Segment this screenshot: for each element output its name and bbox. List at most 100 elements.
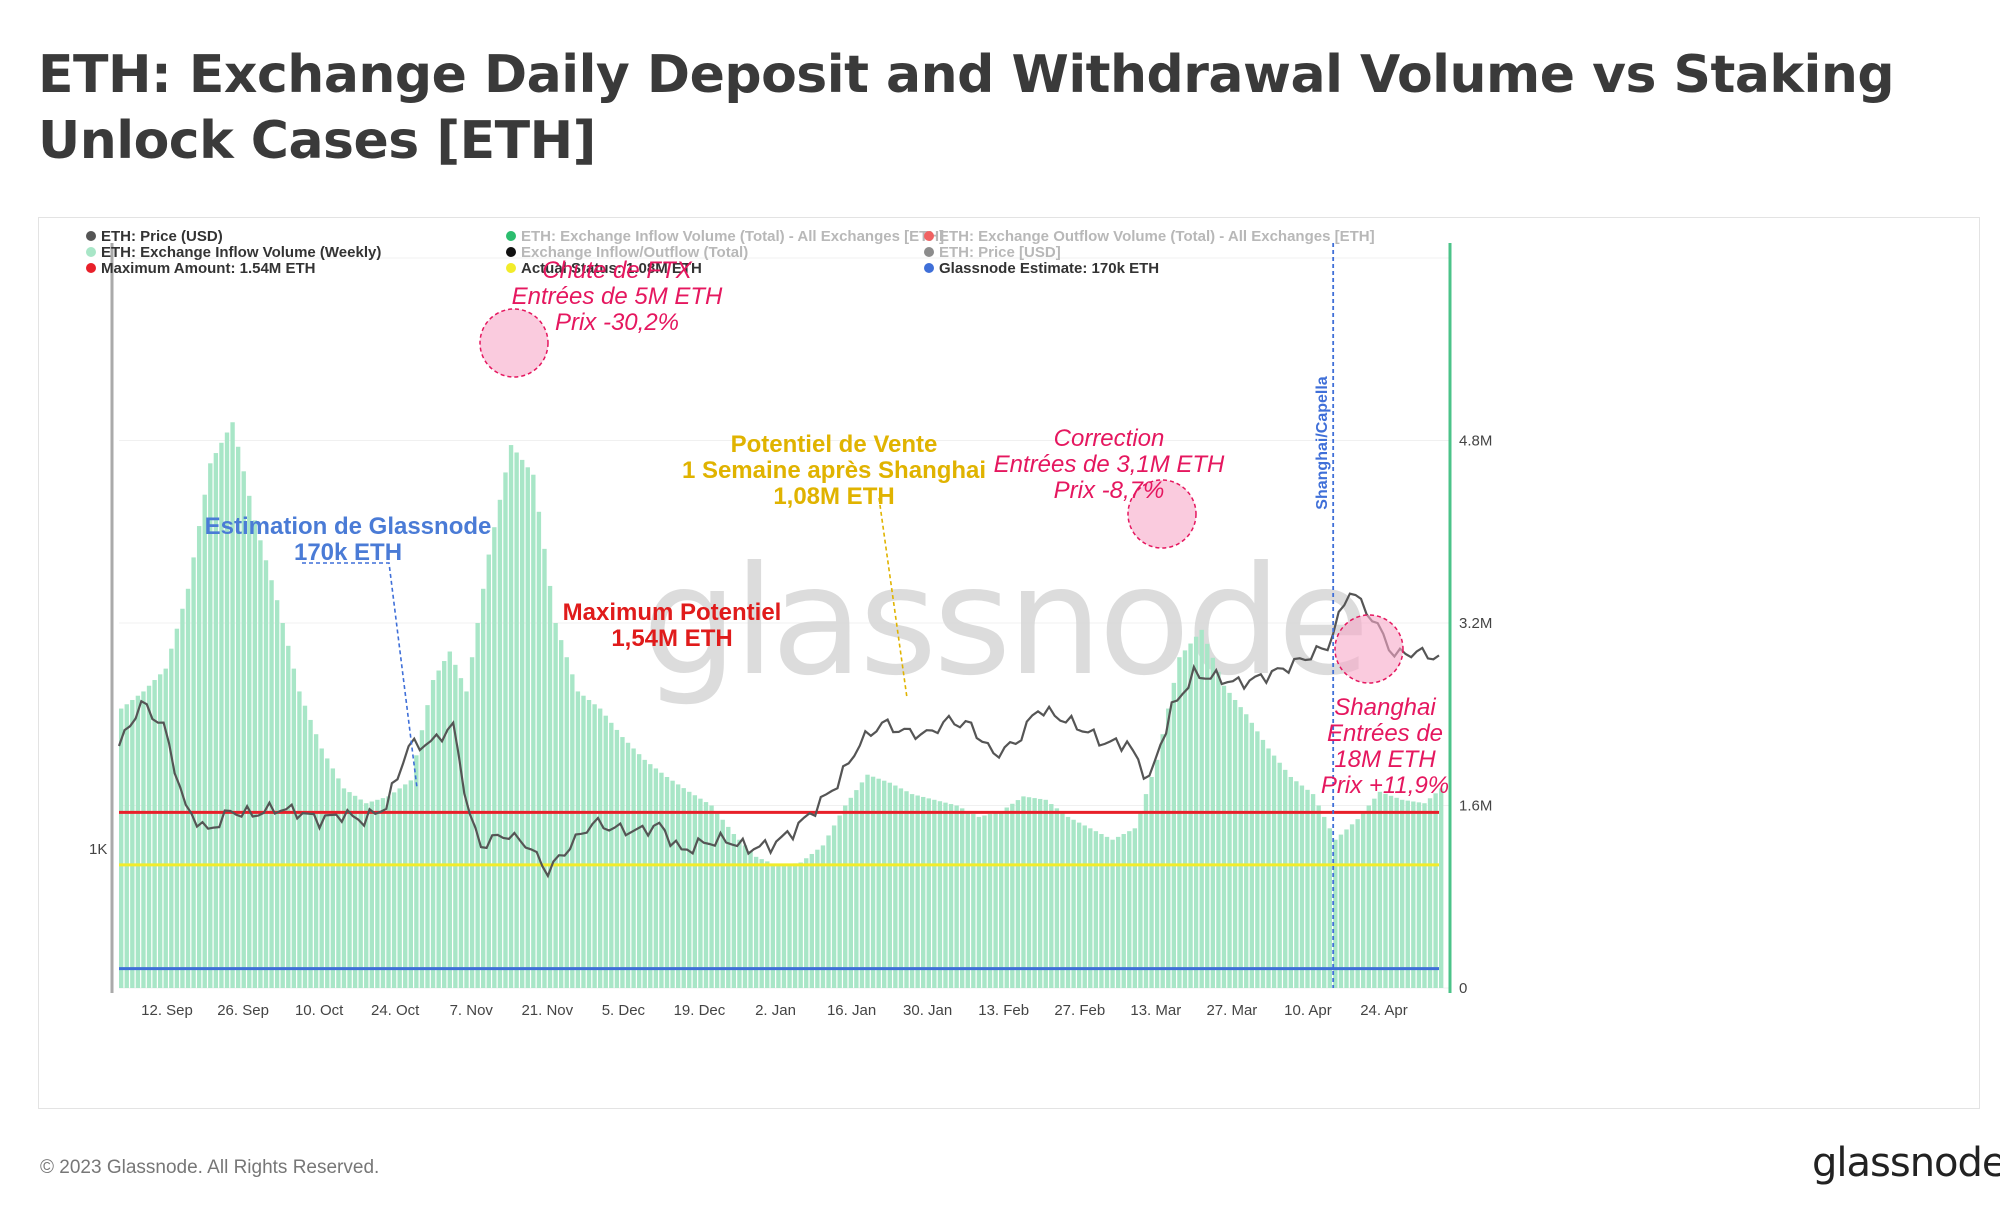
estimation-text: Estimation de Glassnode (205, 513, 492, 540)
inflow-bar (414, 755, 419, 988)
inflow-bar (609, 722, 614, 988)
correction-annotation-text: Correction (1054, 425, 1165, 452)
x-tick-label: 24. Apr (1360, 1002, 1408, 1019)
inflow-bar (809, 853, 814, 988)
inflow-bar (859, 782, 865, 988)
inflow-bar (1433, 793, 1438, 988)
inflow-bar (364, 803, 369, 988)
inflow-bar (1015, 800, 1021, 988)
chart-legend: ETH: Price (USD) ETH: Exchange Inflow Vol… (86, 228, 1375, 277)
x-axis-ticks: 12. Sep 26. Sep 10. Oct 24. Oct 7. Nov 21. No… (141, 1002, 1408, 1019)
right-tick-label: 3.2M (1459, 615, 1492, 632)
inflow-bar (670, 780, 675, 988)
inflow-bar (235, 446, 241, 988)
x-tick-label: 12. Sep (141, 1002, 193, 1019)
inflow-bar (514, 452, 519, 988)
copyright: © 2023 Glassnode. All Rights Reserved. (40, 1157, 380, 1178)
inflow-bar (391, 792, 397, 988)
left-axis-label: 1K (89, 841, 107, 858)
inflow-bar (1227, 692, 1232, 988)
inflow-bar (720, 819, 725, 988)
x-tick-label: 13. Feb (978, 1002, 1029, 1019)
inflow-bar (1327, 828, 1332, 988)
inflow-bar (124, 704, 129, 988)
inflow-bar (1232, 699, 1238, 988)
inflow-bar (447, 651, 452, 988)
inflow-bar (274, 600, 280, 988)
legend-marker (86, 263, 96, 273)
x-tick-label: 24. Oct (371, 1002, 420, 1019)
inflow-bar (748, 851, 753, 989)
inflow-bar (1255, 731, 1260, 988)
inflow-bar (453, 664, 458, 988)
inflow-bar (180, 608, 185, 988)
inflow-bar (1177, 657, 1182, 988)
inflow-bar (469, 657, 475, 988)
gridlines (119, 257, 1449, 989)
inflow-bar (1004, 807, 1009, 988)
legend-marker (924, 231, 934, 241)
inflow-bar (386, 796, 391, 989)
inflow-bar (430, 680, 436, 988)
inflow-bar (497, 499, 503, 988)
inflow-bar (1277, 762, 1282, 988)
inflow-bar (681, 788, 686, 988)
inflow-bar (1043, 799, 1048, 988)
inflow-bar (731, 834, 737, 988)
inflow-bar (798, 862, 803, 988)
inflow-bar (208, 463, 213, 988)
inflow-bar (520, 459, 525, 988)
inflow-bar (692, 795, 698, 988)
legend-entry: Glassnode Estimate: 170k ETH (939, 260, 1159, 277)
inflow-bar (586, 699, 592, 988)
ftx-highlight-circle (479, 308, 549, 378)
inflow-bar (302, 705, 308, 988)
inflow-bar (932, 799, 937, 988)
inflow-bar (909, 794, 915, 988)
inflow-bar (831, 825, 837, 988)
legend-marker (506, 263, 516, 273)
right-axis-ticks: 0 1.6M 3.2M 4.8M (1459, 433, 1492, 998)
maximum-potentiel-text: 1,54M ETH (611, 625, 732, 652)
x-tick-label: 10. Apr (1284, 1002, 1332, 1019)
glassnode-logo[interactable]: glassnode (1812, 1140, 2000, 1186)
inflow-bar (213, 453, 219, 988)
inflow-bar (1060, 812, 1065, 988)
x-tick-label: 27. Feb (1054, 1002, 1105, 1019)
inflow-bar (280, 623, 285, 988)
watermark: glassnode (642, 535, 1365, 709)
inflow-bar (709, 805, 714, 988)
estimation-pointer (302, 562, 418, 789)
inflow-bar (464, 691, 469, 988)
inflow-bar (1366, 805, 1371, 988)
inflow-bar (169, 648, 174, 988)
x-tick-label: 16. Jan (827, 1002, 876, 1019)
inflow-bar (352, 795, 358, 988)
potentiel-vente-pointer (878, 497, 908, 699)
legend-marker (506, 247, 516, 257)
inflow-bar (1310, 794, 1316, 988)
inflow-bar (536, 511, 542, 988)
inflow-bar (675, 784, 681, 988)
potentiel-vente-text: 1 Semaine après Shanghai (682, 457, 986, 484)
inflow-bar (1238, 707, 1243, 988)
inflow-bar (1427, 798, 1433, 988)
inflow-bar (837, 815, 842, 988)
inflow-bar (971, 814, 976, 988)
inflow-bar (1037, 798, 1043, 988)
inflow-bar (1182, 650, 1188, 989)
inflow-bar (1361, 812, 1366, 988)
inflow-bar (921, 796, 926, 988)
inflow-bar (937, 801, 943, 988)
inflow-bar (319, 748, 324, 988)
inflow-bar (1322, 816, 1327, 988)
chart-canvas[interactable]: glassnode 1K Shanghai/Capella 12. Sep 26. … (39, 218, 1979, 1108)
shanghai-annotation-text: 18M ETH (1334, 746, 1436, 773)
inflow-bar (659, 772, 664, 988)
inflow-bar (1411, 801, 1416, 988)
inflow-bar (531, 474, 536, 989)
legend-entry: ETH: Exchange Inflow Volume (Total) - Al… (521, 228, 944, 245)
inflow-bar (1049, 804, 1054, 988)
x-tick-label: 5. Dec (602, 1002, 646, 1019)
inflow-bar (286, 645, 291, 988)
